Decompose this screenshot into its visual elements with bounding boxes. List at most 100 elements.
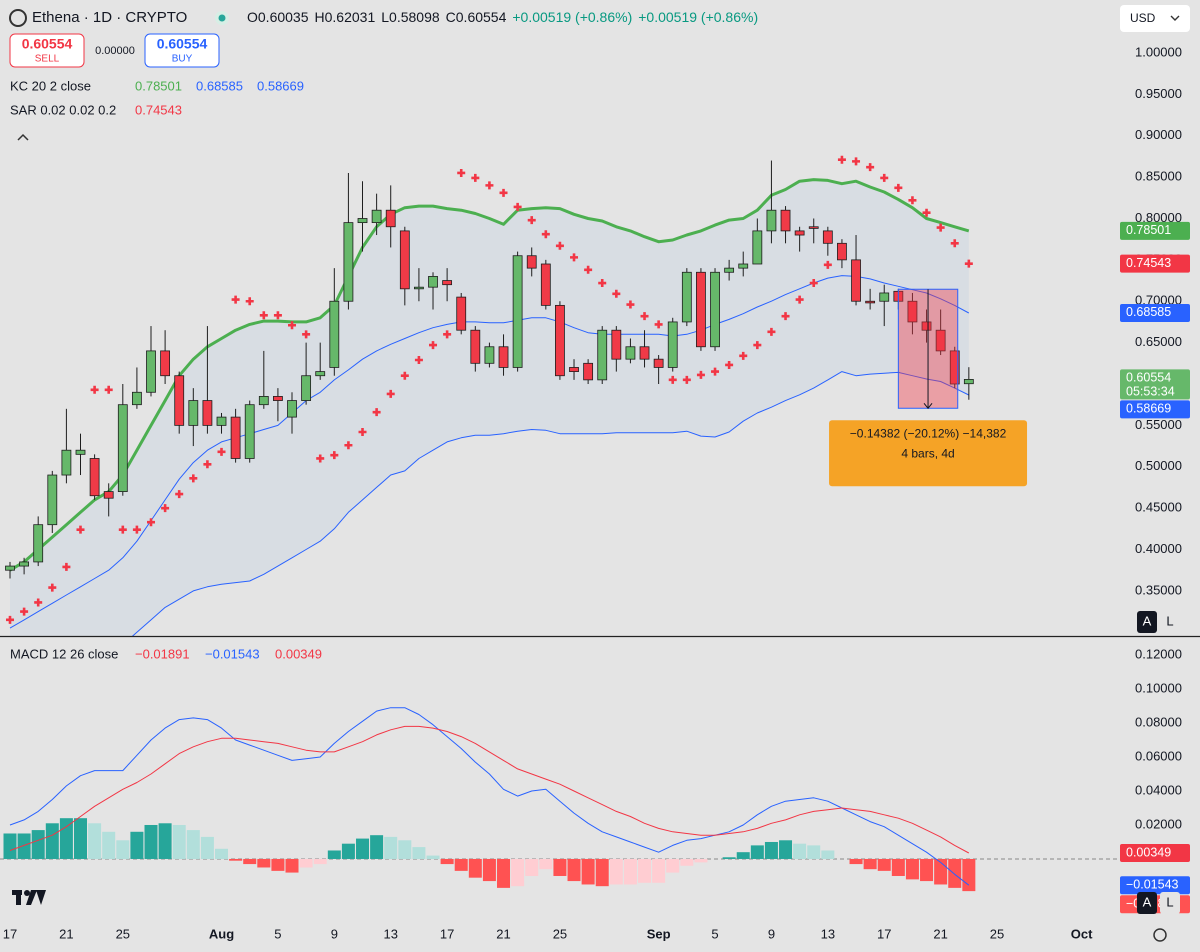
macd-hist-bar: [581, 858, 595, 885]
buy-button[interactable]: [144, 33, 220, 68]
macd-hist-bar: [3, 833, 17, 859]
sar-point: [358, 428, 367, 436]
macd-hist-bar: [17, 833, 31, 859]
sar-point: [584, 265, 593, 274]
price-badge-label: 05:53:34: [1126, 385, 1175, 399]
dropdown-arrow: [1170, 15, 1180, 21]
collapse-arrow[interactable]: [17, 133, 29, 141]
buy-label: BUY: [172, 54, 193, 65]
x-tick-label: Aug: [209, 926, 234, 941]
sell-label: SELL: [35, 54, 60, 65]
macd-tick-label: 0.04000: [1135, 782, 1182, 797]
sar-point: [598, 279, 607, 288]
price-badge-label: 0.78501: [1126, 223, 1171, 237]
sar-point: [62, 562, 71, 571]
macd-hist-bar: [497, 858, 511, 888]
candle-body: [399, 230, 410, 290]
candle-body: [710, 271, 720, 348]
candle-body: [343, 222, 354, 302]
ohlc-key: O: [247, 9, 258, 25]
signal-line: [9, 725, 970, 854]
candle-body: [724, 267, 735, 273]
candle-body: [244, 404, 255, 459]
price-badge: [1120, 844, 1190, 863]
sar-point: [894, 183, 903, 192]
candle-body: [357, 218, 368, 224]
macd-hist-bar: [454, 858, 468, 871]
macd-hist-bar: [482, 858, 496, 882]
sar-point: [499, 188, 508, 197]
price-badge-label: 0.74543: [1126, 256, 1171, 270]
macd-hist-bar: [440, 858, 454, 865]
macd-hist-bar: [750, 845, 764, 859]
price-badge-label: −0.01543: [1126, 878, 1179, 892]
log-scale-button[interactable]: [1160, 611, 1180, 633]
macd-hist-bar: [807, 845, 821, 859]
candle-body: [963, 379, 974, 385]
candle-body: [484, 346, 495, 364]
x-tick-label: 17: [877, 926, 891, 941]
sar-point: [5, 615, 14, 624]
x-tick-label: 9: [768, 926, 775, 941]
candle-body: [498, 346, 509, 368]
y-tick-label: 0.85000: [1135, 169, 1182, 184]
candle-body: [879, 292, 890, 302]
sar-point: [372, 408, 381, 417]
measure-arrow: [923, 289, 933, 410]
candle-body: [258, 396, 269, 406]
auto-scale-button[interactable]: [1137, 611, 1157, 633]
macd-hist-bar: [313, 858, 327, 865]
x-tick-label: Oct: [1071, 926, 1093, 941]
sar-point: [217, 447, 226, 456]
y-tick-label: 0.70000: [1135, 293, 1182, 308]
y-tick-label: 0.35000: [1135, 582, 1182, 597]
macd-hist-bar: [130, 831, 144, 859]
auto-scale-button[interactable]: [1137, 892, 1157, 914]
macd-hist-bar: [158, 823, 172, 859]
settings-icon[interactable]: [1153, 928, 1167, 942]
x-tick-label: 25: [553, 926, 567, 941]
y-tick-label: 0.90000: [1135, 127, 1182, 142]
sar-legend-value: 0.74543: [135, 102, 182, 117]
macd-hist-bar: [271, 858, 285, 871]
price-badge-label: 0.68585: [1126, 305, 1171, 319]
log-scale-button[interactable]: [1160, 892, 1180, 914]
ohlc-legend: O0.60035 H0.62031 L0.58098 C0.60554 +0.00519…: [247, 9, 758, 25]
macd-tick-label: 0.02000: [1135, 816, 1182, 831]
sar-point: [132, 525, 141, 534]
candle-body: [301, 375, 312, 401]
candle-body: [639, 346, 650, 360]
sar-point: [34, 598, 43, 607]
macd-hist-bar: [341, 843, 355, 859]
sar-point: [626, 300, 635, 309]
sar-point: [541, 230, 550, 239]
candle-body: [132, 391, 142, 406]
currency-select[interactable]: [1120, 5, 1190, 32]
sar-point: [344, 441, 353, 450]
macd-hist-bar: [567, 858, 581, 882]
kc-legend-value: 0.68585: [196, 78, 243, 93]
ohlc-key: C: [446, 9, 456, 25]
macd-hist-bar: [849, 858, 863, 865]
macd-hist-bar: [215, 848, 229, 859]
sar-point: [682, 375, 691, 384]
sar-point: [231, 295, 240, 304]
macd-legend-signal: 0.00349: [275, 646, 322, 661]
sar-point: [316, 454, 325, 463]
macd-hist-bar: [88, 823, 102, 859]
macd-hist-bar: [370, 835, 384, 859]
candle-body: [61, 449, 72, 476]
ohlc-value: 0.62031: [325, 9, 376, 25]
price-badge-label: 0.00349: [1126, 845, 1171, 859]
y-tick-label: 0.95000: [1135, 86, 1182, 101]
candle-body: [146, 350, 156, 393]
sar-point: [386, 389, 395, 398]
candle-body: [752, 230, 763, 265]
sar-point: [795, 295, 804, 304]
sar-point: [288, 321, 297, 330]
macd-tick-label: 0.10000: [1135, 680, 1182, 695]
sell-button[interactable]: [9, 33, 85, 68]
sar-point: [20, 607, 29, 616]
macd-legend-macd: −0.01543: [205, 646, 260, 661]
